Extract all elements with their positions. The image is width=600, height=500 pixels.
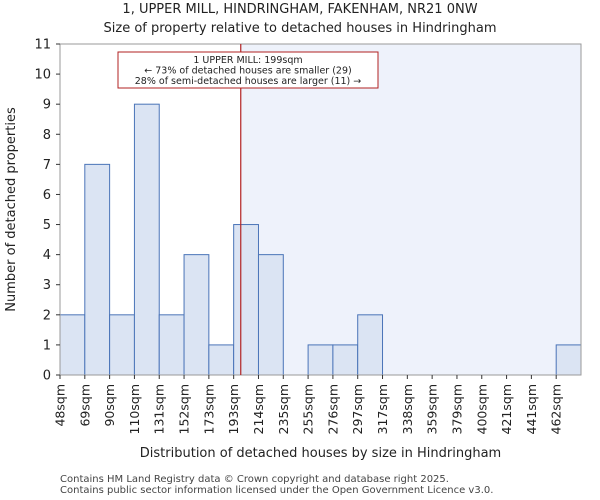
y-tick-label: 8: [43, 128, 51, 143]
y-tick-label: 0: [43, 369, 51, 384]
x-tick-label: 462sqm: [549, 384, 564, 434]
x-tick-label: 338sqm: [400, 384, 415, 434]
x-tick-label: 379sqm: [449, 384, 464, 434]
x-tick-label: 152sqm: [177, 384, 192, 434]
histogram-bar: [158, 314, 185, 376]
annotation-line: ← 73% of detached houses are smaller (29…: [144, 66, 351, 77]
attribution-line-1: Contains HM Land Registry data © Crown c…: [60, 474, 449, 485]
x-tick-label: 193sqm: [226, 384, 241, 434]
annotation-line: 1 UPPER MILL: 199sqm: [193, 55, 302, 66]
histogram-bar: [357, 314, 384, 376]
y-axis-label: Number of detached properties: [4, 107, 19, 312]
histogram-bar: [307, 344, 334, 376]
highlight-region: [240, 44, 581, 375]
x-axis-label: Distribution of detached houses by size …: [140, 446, 501, 461]
histogram-bar: [257, 254, 284, 376]
x-tick-label: 255sqm: [301, 384, 316, 434]
x-tick-label: 131sqm: [152, 384, 167, 434]
histogram-bar: [208, 344, 235, 376]
x-tick-label: 421sqm: [499, 384, 514, 434]
x-tick-label: 214sqm: [251, 384, 266, 434]
y-tick-label: 10: [34, 68, 51, 83]
y-tick-label: 2: [43, 308, 51, 323]
x-tick-label: 48sqm: [53, 384, 68, 427]
x-tick-label: 173sqm: [201, 384, 216, 434]
y-tick-label: 9: [43, 98, 51, 113]
annotation-box: [117, 51, 379, 89]
histogram-bar: [133, 103, 160, 376]
y-tick-label: 4: [43, 248, 51, 263]
y-tick-label: 1: [43, 338, 51, 353]
x-tick-label: 69sqm: [77, 384, 92, 427]
x-tick-label: 90sqm: [102, 384, 117, 427]
histogram-bar: [332, 344, 359, 376]
histogram-bar: [59, 314, 86, 376]
chart-subtitle: Size of property relative to detached ho…: [103, 21, 497, 36]
x-tick-label: 441sqm: [524, 384, 539, 434]
y-tick-label: 3: [43, 278, 51, 293]
x-tick-label: 400sqm: [474, 384, 489, 434]
y-tick-label: 7: [43, 158, 51, 173]
y-tick-label: 5: [43, 218, 51, 233]
x-tick-label: 297sqm: [350, 384, 365, 434]
histogram-bar: [555, 344, 582, 376]
y-tick-label: 6: [43, 188, 51, 203]
x-tick-label: 110sqm: [127, 384, 142, 434]
y-tick-label: 11: [34, 38, 51, 53]
x-tick-label: 359sqm: [425, 384, 440, 434]
histogram-bar: [183, 254, 210, 376]
histogram-bar: [233, 224, 259, 376]
x-tick-label: 276sqm: [325, 384, 340, 434]
x-tick-label: 235sqm: [276, 384, 291, 434]
annotation-line: 28% of semi-detached houses are larger (…: [135, 76, 362, 87]
histogram-bar: [109, 314, 135, 376]
chart-title: 1, UPPER MILL, HINDRINGHAM, FAKENHAM, NR…: [122, 2, 478, 17]
plot-frame: [59, 43, 582, 376]
attribution-line-2: Contains public sector information licen…: [60, 485, 494, 496]
x-tick-label: 317sqm: [375, 384, 390, 434]
histogram-bar: [84, 163, 111, 376]
